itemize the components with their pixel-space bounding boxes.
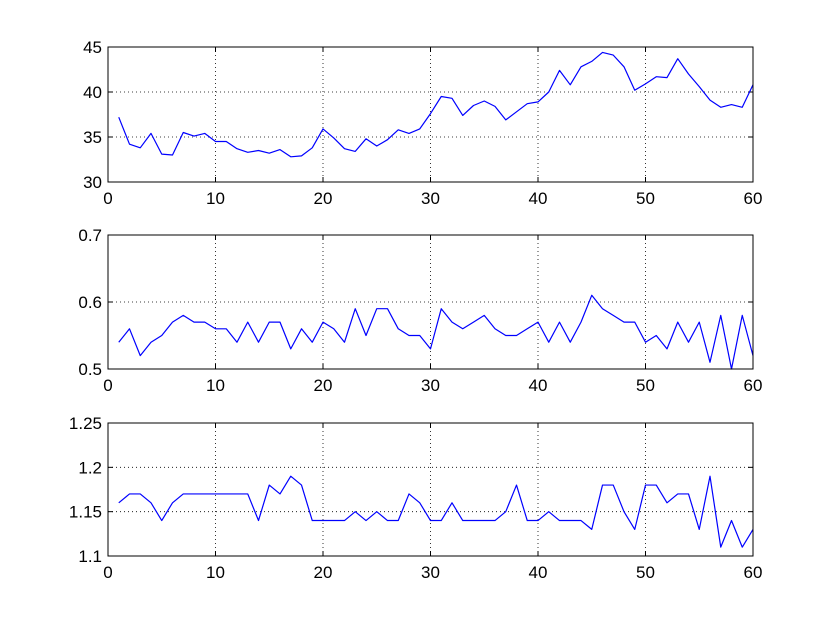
axes-box	[107, 46, 754, 183]
y-tick-label: 30	[83, 173, 102, 192]
y-tick-label: 1.1	[78, 547, 102, 566]
x-tick-label: 30	[421, 189, 440, 208]
y-tick-label: 0.6	[78, 293, 102, 312]
y-tick-label: 1.25	[69, 414, 102, 433]
x-tick-label: 10	[206, 189, 225, 208]
x-tick-label: 20	[314, 189, 333, 208]
series-line	[118, 475, 754, 548]
x-tick-label: 50	[636, 376, 655, 395]
y-tick-label: 45	[83, 38, 102, 57]
x-tick-label: 10	[206, 376, 225, 395]
x-tick-label: 0	[103, 563, 112, 582]
x-tick-label: 40	[529, 376, 548, 395]
series-line	[118, 294, 754, 370]
subplot-2: 0 10 20 30 40 50 60 0.5 0.6 0.7	[78, 226, 762, 395]
x-tick-label: 50	[636, 189, 655, 208]
x-tick-label: 50	[636, 563, 655, 582]
x-tick-label: 40	[529, 189, 548, 208]
x-tick-label: 10	[206, 563, 225, 582]
y-tick-label: 1.2	[78, 458, 102, 477]
y-tick-label: 35	[83, 128, 102, 147]
x-tick-label: 30	[421, 563, 440, 582]
y-tick-label: 1.15	[69, 503, 102, 522]
x-tick-label: 40	[529, 563, 548, 582]
x-tick-label: 60	[744, 376, 763, 395]
x-tick-label: 0	[103, 189, 112, 208]
subplot-1: 0 10 20 30 40 50 60 30 35 40 45	[83, 38, 762, 208]
x-tick-label: 20	[314, 376, 333, 395]
axes-box	[107, 234, 754, 370]
x-tick-label: 20	[314, 563, 333, 582]
subplot-3: 0 10 20 30 40 50 60 1.1 1.15 1.2 1.25	[69, 414, 763, 582]
x-tick-label: 60	[744, 189, 763, 208]
y-tick-label: 0.5	[78, 360, 102, 379]
x-tick-label: 60	[744, 563, 763, 582]
x-tick-label: 0	[103, 376, 112, 395]
x-tick-label: 30	[421, 376, 440, 395]
series-line	[118, 51, 754, 158]
axes-box	[107, 422, 754, 557]
y-tick-label: 40	[83, 83, 102, 102]
y-tick-label: 0.7	[78, 226, 102, 245]
